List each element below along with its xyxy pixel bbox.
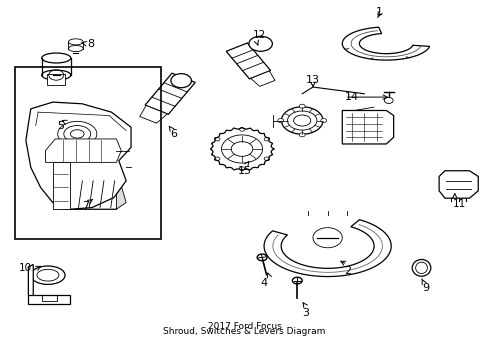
Ellipse shape [248,36,272,51]
Bar [42,295,57,301]
Ellipse shape [287,111,316,130]
Text: 7: 7 [82,201,89,211]
Text: 6: 6 [170,129,177,139]
Polygon shape [28,295,70,304]
Ellipse shape [68,39,83,45]
Circle shape [264,157,268,160]
Ellipse shape [58,121,97,147]
Circle shape [221,135,262,163]
Circle shape [299,133,305,137]
Circle shape [264,138,268,141]
Circle shape [239,128,244,131]
Text: 5: 5 [58,121,64,131]
Text: Shroud, Switches & Levers Diagram: Shroud, Switches & Levers Diagram [163,327,325,336]
Ellipse shape [70,130,84,138]
Text: 10: 10 [19,263,32,273]
Circle shape [215,157,220,160]
Bar [47,74,65,85]
Ellipse shape [41,53,71,63]
Circle shape [239,167,244,170]
Polygon shape [45,139,121,162]
Ellipse shape [37,269,59,281]
Polygon shape [226,43,270,79]
Text: 2: 2 [343,266,350,276]
Circle shape [231,141,252,156]
Polygon shape [438,171,477,198]
Text: 11: 11 [452,199,466,209]
Ellipse shape [171,74,191,88]
Text: 14: 14 [345,92,358,102]
Circle shape [320,118,326,122]
Bar [15,67,161,239]
Polygon shape [53,162,70,209]
Ellipse shape [293,115,310,126]
Polygon shape [342,27,429,60]
Text: 13: 13 [305,75,319,85]
Ellipse shape [411,260,430,276]
Text: 3: 3 [302,308,308,318]
Text: 9: 9 [421,283,428,293]
Polygon shape [140,105,167,123]
Circle shape [277,118,283,122]
Polygon shape [116,186,126,209]
Circle shape [299,104,305,108]
Ellipse shape [281,107,322,134]
Text: 15: 15 [237,166,251,176]
Polygon shape [28,265,33,299]
Polygon shape [145,73,195,114]
Ellipse shape [68,45,83,51]
Circle shape [215,138,220,141]
Polygon shape [62,179,121,209]
Text: 1: 1 [375,7,382,17]
Ellipse shape [31,266,65,284]
Polygon shape [250,71,274,86]
Text: 2017 Ford Focus: 2017 Ford Focus [207,322,281,331]
Polygon shape [264,220,390,276]
Text: 12: 12 [252,30,265,40]
Polygon shape [342,111,393,144]
Text: 8: 8 [87,39,94,49]
Polygon shape [26,102,131,209]
Text: 4: 4 [260,278,267,288]
Ellipse shape [41,70,71,80]
Ellipse shape [63,126,91,142]
